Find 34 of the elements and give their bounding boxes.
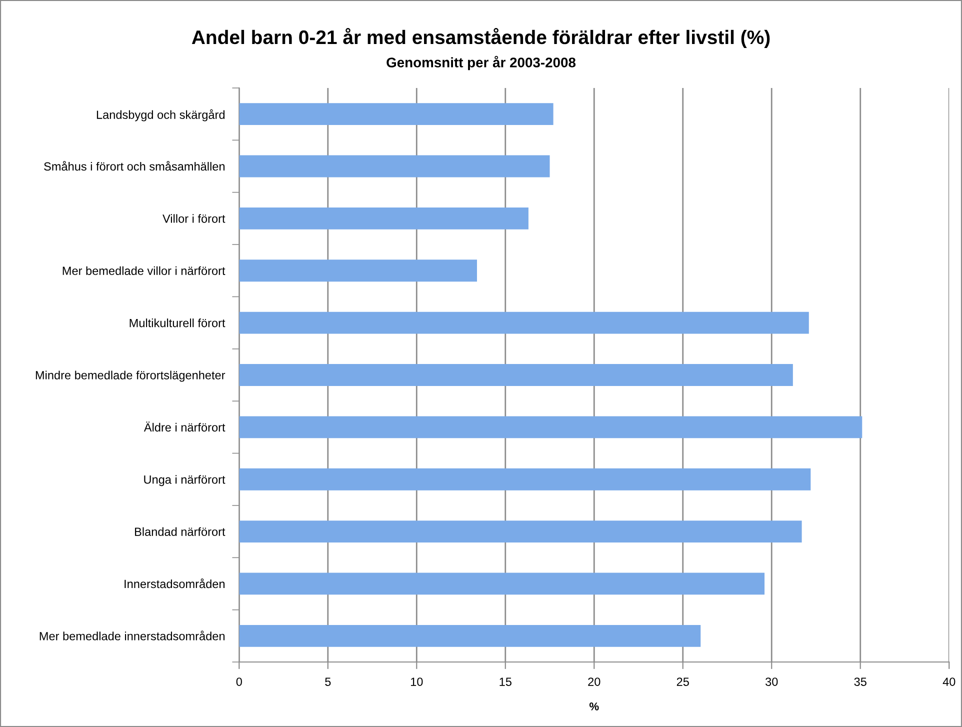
y-tick-label: Äldre i närförort (144, 422, 226, 432)
bar (239, 364, 793, 386)
y-tick-label: Mer bemedlade innerstadsområden (40, 630, 225, 640)
bar (239, 468, 811, 490)
bar (239, 260, 477, 282)
bar (239, 520, 802, 542)
chart-subtitle: Genomsnitt per år 2003-2008 (386, 56, 576, 70)
x-axis-title: % (589, 702, 599, 710)
x-tick-label: 35 (854, 678, 866, 686)
y-tick-label: Landsbygd och skärgård (96, 109, 225, 122)
y-tick-label: Blandad närförort (135, 527, 226, 536)
bar (239, 312, 809, 334)
x-tick-label: 40 (942, 678, 956, 686)
x-tick-label: 5 (325, 678, 331, 686)
bar (239, 155, 550, 178)
bar (239, 416, 862, 438)
y-tick-label: Unga i närförort (144, 475, 226, 486)
x-tick-label: 20 (588, 678, 600, 686)
y-tick-label: Småhus i förort och småsamhällen (44, 161, 225, 171)
y-tick-label: Multikulturell förort (130, 318, 226, 328)
y-tick-label: Villor i förort (162, 214, 226, 223)
x-tick-label: 0 (236, 678, 242, 686)
bar (239, 103, 554, 126)
bar (239, 624, 701, 647)
y-tick-label: Mindre bemedlade förortslägenheter (36, 370, 226, 382)
bar (239, 207, 528, 230)
x-tick-label: 30 (766, 678, 778, 686)
x-tick-label: 10 (410, 678, 423, 686)
x-tick-label: 25 (676, 678, 689, 686)
y-tick-label: Mer bemedlade villor i närförort (62, 266, 226, 276)
y-tick-label: Innerstadsområden (124, 578, 225, 588)
chart-title: Andel barn 0-21 år med ensamstående föräldrar efter livstil (%) (192, 28, 770, 48)
bar (239, 572, 765, 595)
x-tick-label: 15 (500, 678, 512, 686)
